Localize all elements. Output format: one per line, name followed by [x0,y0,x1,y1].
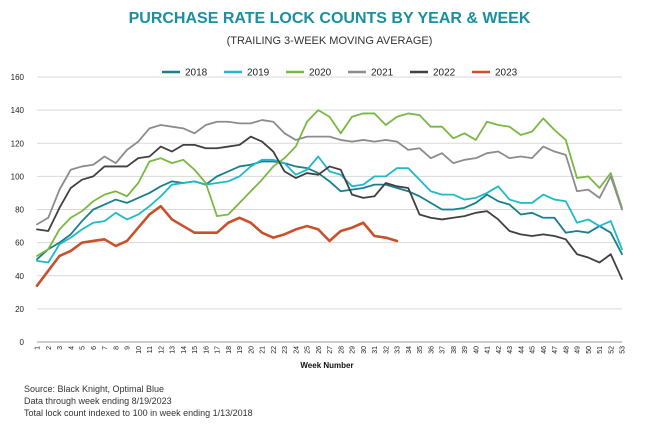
y-tick-label: 0 [20,338,25,347]
y-tick-label: 60 [15,239,24,248]
x-tick-label: 14 [181,346,188,354]
y-tick-label: 100 [11,172,25,181]
y-tick-label: 160 [11,73,25,82]
series-line-2022 [36,135,623,280]
series-line-2021 [36,119,623,226]
x-tick-label: 11 [147,346,154,353]
x-tick-label: 21 [260,346,267,354]
legend-label-2020: 2020 [309,68,332,79]
x-tick-label: 48 [563,346,570,354]
x-tick-label: 38 [451,346,458,354]
x-tick-label: 25 [305,346,312,354]
x-tick-label: 19 [237,346,244,354]
x-tick-label: 5 [80,346,87,350]
x-tick-label: 40 [473,346,480,354]
x-tick-label: 29 [350,346,357,354]
x-tick-label: 17 [215,346,222,354]
x-tick-label: 36 [428,346,435,354]
x-tick-label: 35 [417,346,424,354]
x-tick-label: 27 [327,346,334,354]
x-tick-label: 31 [372,346,379,354]
x-axis-label: Week Number [300,361,353,370]
y-tick-label: 20 [15,305,24,314]
legend-label-2023: 2023 [495,68,518,79]
x-tick-label: 46 [541,346,548,354]
x-tick-label: 9 [125,346,132,350]
x-tick-label: 3 [57,346,64,350]
footnote-source: Source: Black Knight, Optimal Blue [24,384,164,394]
legend-label-2022: 2022 [433,68,456,79]
series-line-2023 [35,204,399,287]
x-tick-label: 24 [293,346,300,354]
x-tick-label: 45 [530,346,537,354]
x-tick-label: 39 [462,346,469,354]
x-tick-label: 16 [203,346,210,354]
legend-label-2021: 2021 [371,68,394,79]
x-tick-label: 42 [496,346,503,354]
footnote-index: Total lock count indexed to 100 in week … [24,408,253,418]
x-tick-label: 12 [158,346,165,354]
x-tick-label: 49 [575,346,582,354]
x-tick-label: 2 [46,346,53,350]
x-axis: 1 2 3 4 5 6 7 8 9 10 11 12 13 14 15 16 17 18 19 20 21 22 23 24 2… [35,346,627,354]
y-tick-label: 40 [15,272,24,281]
x-tick-label: 1 [35,346,42,350]
x-tick-label: 4 [68,346,75,350]
x-tick-label: 44 [518,346,525,354]
x-tick-label: 18 [226,346,233,354]
series-line-2019 [36,155,623,264]
x-tick-label: 8 [113,346,120,350]
legend-label-2019: 2019 [247,68,270,79]
x-tick-label: 52 [608,346,615,354]
chart-subtitle: (TRAILING 3-WEEK MOVING AVERAGE) [227,35,433,47]
footnote-data-through: Data through week ending 8/19/2023 [24,396,172,406]
x-tick-label: 30 [361,346,368,354]
legend: 2018 2019 2020 2021 2022 2023 [162,68,518,79]
x-tick-label: 7 [102,346,109,350]
x-tick-label: 53 [620,346,627,354]
x-tick-label: 34 [406,346,413,354]
x-tick-label: 28 [338,346,345,354]
x-tick-label: 6 [91,346,98,350]
x-tick-label: 23 [282,346,289,354]
gridlines [37,76,622,343]
x-tick-label: 51 [597,346,604,354]
x-tick-label: 50 [586,346,593,354]
y-tick-label: 140 [11,106,25,115]
x-tick-label: 33 [395,346,402,354]
x-tick-label: 26 [316,346,323,354]
x-tick-label: 41 [485,346,492,354]
y-tick-label: 80 [15,206,24,215]
series-line-2018 [36,160,623,261]
x-tick-label: 15 [192,346,199,354]
x-tick-label: 13 [170,346,177,354]
chart-title: PURCHASE RATE LOCK COUNTS BY YEAR & WEEK [129,10,531,27]
x-tick-label: 20 [248,346,255,354]
series-line-2020 [36,109,623,257]
y-tick-label: 120 [11,139,25,148]
y-axis: 0 20 40 60 80 100 120 140 160 [11,73,25,347]
x-tick-label: 32 [383,346,390,354]
legend-label-2018: 2018 [185,68,208,79]
x-tick-label: 37 [440,346,447,354]
series-lines [35,109,623,287]
x-tick-label: 22 [271,346,278,354]
x-tick-label: 47 [552,346,559,354]
x-tick-label: 43 [507,346,514,354]
x-tick-label: 10 [136,346,143,354]
